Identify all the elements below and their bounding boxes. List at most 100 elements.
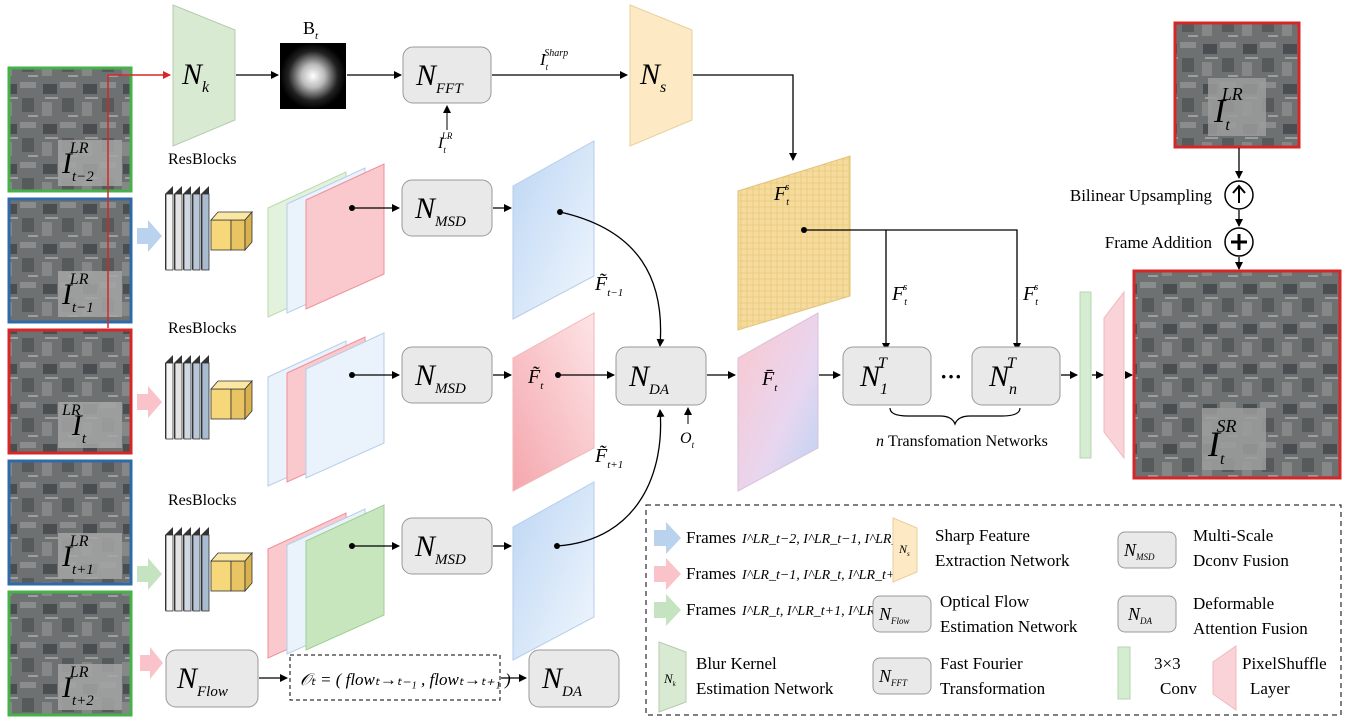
feat-map-next [512, 481, 595, 661]
feat-map-cur [512, 312, 595, 492]
fs-label: Fts [773, 181, 789, 208]
ft-next-label: F̃t+1 [594, 444, 623, 471]
fs-right-label: Fts [1022, 281, 1038, 308]
nmsd-label-mid: NMSD [414, 359, 466, 397]
input-frames: It−2LR It−1LR ItLR It+1LR It+2LR [7, 66, 133, 717]
legend-nda-2: Attention Fusion [1193, 619, 1308, 638]
nmsd-label-top: NMSD [414, 192, 466, 230]
resblocks-label: ResBlocks [168, 320, 236, 337]
frame-group-arrow [137, 386, 162, 418]
resblock-stack [165, 355, 253, 440]
legend-box [645, 504, 1342, 716]
legend-conv-2: Conv [1160, 679, 1197, 698]
legend-frames-blue: Frames I^LR_t−2, I^LR_t−1, I^LR_t [686, 528, 903, 547]
flow-formula: 𝒪ₜ = ( flowₜ→ₜ₋₁ , flowₜ→ₜ₊₁ ) [300, 670, 511, 689]
ns-trapezoid [629, 4, 693, 147]
fs-left-label: Fts [891, 281, 907, 308]
input-frame-2: ItLR [7, 328, 133, 455]
n1t-node [842, 346, 932, 406]
legend-nmsd-icon [1117, 531, 1177, 569]
ns-label: Ns [639, 58, 666, 96]
input-frame-0: It−2LR [7, 66, 133, 193]
legend-ns-icon [892, 517, 918, 583]
frame-label: It−2LR [61, 140, 94, 185]
legend-nfft-2: Transformation [940, 679, 1046, 698]
legend-nmsd-2: Dconv Fusion [1193, 551, 1289, 570]
bilinear-label: Bilinear Upsampling [1070, 186, 1213, 205]
legend-nfft-1: Fast Fourier [940, 654, 1023, 673]
bt-label: Bt [303, 18, 319, 42]
resblock-row-1: ResBlocks [137, 320, 400, 487]
resblock-row-0: ResBlocks [137, 151, 400, 318]
nfft-input-label: ItLR [437, 131, 453, 155]
legend-ns-2: Extraction Network [935, 551, 1070, 570]
legend-nflow-icon [872, 595, 932, 633]
nda-node [615, 346, 707, 406]
legend-nda-icon [1117, 595, 1177, 633]
fbar-label: F̄t [761, 368, 778, 394]
sharp-feature-map [737, 155, 851, 331]
input-frame-4: It+2LR [7, 590, 133, 717]
legend-nflow-2: Estimation Network [940, 617, 1078, 636]
nk-trapezoid [172, 4, 236, 147]
transform-label: n Transfomation Networks [876, 433, 1048, 450]
brace [889, 407, 1021, 426]
feature-layer [305, 504, 385, 651]
resblock-stack [165, 186, 253, 271]
resblock-row-2: ResBlocks [137, 492, 400, 659]
legend-ns-1: Sharp Feature [935, 526, 1030, 545]
flow-frame-arrow [140, 647, 163, 679]
legend-nk-icon [658, 641, 687, 713]
feat-map-prev [512, 140, 595, 320]
legend-conv-1: 3×3 [1154, 654, 1181, 673]
msd-nodes: NMSD NMSD NMSD [401, 179, 493, 575]
legend-frames-red: Frames I^LR_t−1, I^LR_t, I^LR_t+1 [686, 564, 902, 583]
ft-cur-label: F̃t [527, 365, 544, 392]
nmsd-node-bot [401, 517, 493, 575]
nfft-label: NFFT [415, 59, 464, 97]
frame-group-arrow [137, 220, 162, 252]
nda-label: NDA [628, 360, 670, 398]
nnt-node [971, 346, 1061, 406]
frame-label: It+1LR [61, 533, 94, 578]
legend-frames-green: Frames I^LR_t, I^LR_t+1, I^LR_t+2 [686, 600, 902, 619]
resblocks-label: ResBlocks [168, 492, 236, 509]
out-sr-label: ItSR [1207, 416, 1236, 468]
legend-blue-arrow [654, 522, 681, 554]
legend-nmsd-1: Multi-Scale [1193, 526, 1273, 545]
legend-nflow-1: Optical Flow [940, 592, 1030, 611]
legend: Frames I^LR_t−2, I^LR_t−1, I^LR_t Frames I… [645, 504, 1342, 716]
legend-green-arrow [654, 594, 681, 626]
svg-text:Ns: Ns [898, 542, 910, 558]
frame-label: ItLR [61, 402, 87, 447]
sharp-label: ItSharp [539, 48, 568, 72]
nflow-node [165, 649, 259, 708]
input-frame-3: It+1LR [7, 459, 133, 586]
legend-nfft-icon [872, 657, 932, 695]
out-lr-label: ItLR [1213, 84, 1243, 134]
n1t-label: N1T [859, 355, 888, 398]
pixelshuffle-shape [1103, 290, 1125, 460]
feature-layer [305, 163, 385, 310]
blur-kernel-image [280, 43, 346, 109]
frame-group-arrow [137, 558, 162, 590]
resblocks-label: ResBlocks [168, 151, 236, 168]
legend-ps-2: Layer [1250, 679, 1290, 698]
nfft-node [402, 46, 492, 104]
legend-ps-1: PixelShuffle [1242, 654, 1327, 673]
nmsd-node-top [401, 179, 493, 237]
legend-nk-1: Blur Kernel [696, 654, 777, 673]
frame-add-label: Frame Addition [1105, 233, 1213, 252]
fused-feature-map [737, 312, 819, 492]
legend-red-arrow [654, 558, 681, 590]
nmsd-node-mid [401, 346, 493, 404]
nda-bottom-label: NDA [541, 662, 583, 700]
dots: ··· [940, 364, 962, 389]
nda-bottom-node [528, 649, 620, 708]
nk-label: Nk [181, 58, 210, 96]
legend-conv-icon [1117, 646, 1131, 700]
frame-label: It−1LR [61, 271, 94, 316]
ft-prev-label: F̃t−1 [594, 272, 623, 299]
nmsd-label-bot: NMSD [414, 530, 466, 568]
